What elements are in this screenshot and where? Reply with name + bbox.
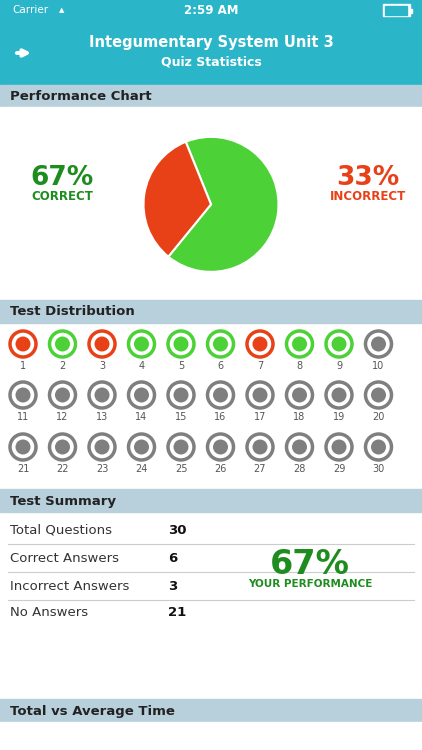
Text: INCORRECT: INCORRECT [330,190,406,203]
Text: 33%: 33% [336,165,400,191]
Bar [0,107,422,300]
Text: 3: 3 [99,361,105,371]
Text: Total vs Average Time: Total vs Average Time [10,704,175,718]
Circle shape [371,440,386,454]
Text: 27: 27 [254,464,266,474]
Circle shape [95,388,109,403]
Text: Test Summary: Test Summary [10,494,116,508]
Circle shape [95,337,109,352]
Circle shape [173,388,189,403]
Bar [410,8,412,13]
Wedge shape [143,142,211,256]
Text: Performance Chart: Performance Chart [10,89,151,103]
Bar [0,489,422,512]
Text: 15: 15 [175,412,187,422]
Circle shape [213,337,228,352]
Text: 21: 21 [168,607,186,619]
Text: 30: 30 [372,464,384,474]
Text: 13: 13 [96,412,108,422]
Bar [0,722,422,750]
Text: Integumentary System Unit 3: Integumentary System Unit 3 [89,34,333,50]
Circle shape [55,440,70,454]
Bar [385,6,407,15]
Text: 26: 26 [214,464,227,474]
Text: 6: 6 [217,361,224,371]
Text: 25: 25 [175,464,187,474]
Text: Carrier: Carrier [12,5,48,15]
Text: CORRECT: CORRECT [31,190,93,203]
Text: 7: 7 [257,361,263,371]
Text: 3: 3 [168,580,177,592]
Circle shape [134,440,149,454]
Circle shape [252,440,268,454]
Circle shape [16,440,30,454]
Text: ▲: ▲ [60,7,65,13]
Text: 67%: 67% [270,548,350,581]
Circle shape [292,440,307,454]
Circle shape [332,388,346,403]
Circle shape [371,388,386,403]
Circle shape [292,388,307,403]
Text: 8: 8 [296,361,303,371]
Text: 22: 22 [56,464,69,474]
Text: 2:59 AM: 2:59 AM [184,4,238,16]
Text: 12: 12 [56,412,69,422]
Text: Correct Answers: Correct Answers [10,551,119,565]
Text: 14: 14 [135,412,148,422]
FancyBboxPatch shape [384,4,411,16]
Circle shape [332,440,346,454]
Text: Total Questions: Total Questions [10,524,112,536]
Bar [0,300,422,323]
Text: 4: 4 [138,361,145,371]
Text: No Answers: No Answers [10,607,88,619]
Text: 2: 2 [60,361,66,371]
Text: 18: 18 [293,412,306,422]
Text: 67%: 67% [30,165,94,191]
Circle shape [16,337,30,352]
Text: YOUR PERFORMANCE: YOUR PERFORMANCE [248,579,372,589]
Bar [0,0,422,20]
Text: Incorrect Answers: Incorrect Answers [10,580,130,592]
Circle shape [371,337,386,352]
Bar [0,85,422,107]
Circle shape [134,388,149,403]
Circle shape [95,440,109,454]
Circle shape [55,388,70,403]
Circle shape [213,440,228,454]
Text: 20: 20 [372,412,385,422]
Text: 5: 5 [178,361,184,371]
Bar [0,20,422,85]
Circle shape [134,337,149,352]
Text: 17: 17 [254,412,266,422]
Circle shape [173,337,189,352]
Text: 24: 24 [135,464,148,474]
Text: 6: 6 [168,551,177,565]
Text: 9: 9 [336,361,342,371]
Circle shape [252,337,268,352]
Wedge shape [168,137,279,272]
Bar [0,699,422,722]
Text: 30: 30 [168,524,187,536]
Text: 10: 10 [372,361,384,371]
Text: 16: 16 [214,412,227,422]
Text: 29: 29 [333,464,345,474]
Text: 28: 28 [293,464,306,474]
Circle shape [55,337,70,352]
Circle shape [173,440,189,454]
Text: Quiz Statistics: Quiz Statistics [161,56,261,68]
Text: 1: 1 [20,361,26,371]
Text: 21: 21 [17,464,29,474]
Circle shape [213,388,228,403]
Circle shape [332,337,346,352]
Text: 19: 19 [333,412,345,422]
Circle shape [292,337,307,352]
Circle shape [252,388,268,403]
Text: 23: 23 [96,464,108,474]
Text: Test Distribution: Test Distribution [10,305,135,318]
Circle shape [16,388,30,403]
Text: 11: 11 [17,412,29,422]
